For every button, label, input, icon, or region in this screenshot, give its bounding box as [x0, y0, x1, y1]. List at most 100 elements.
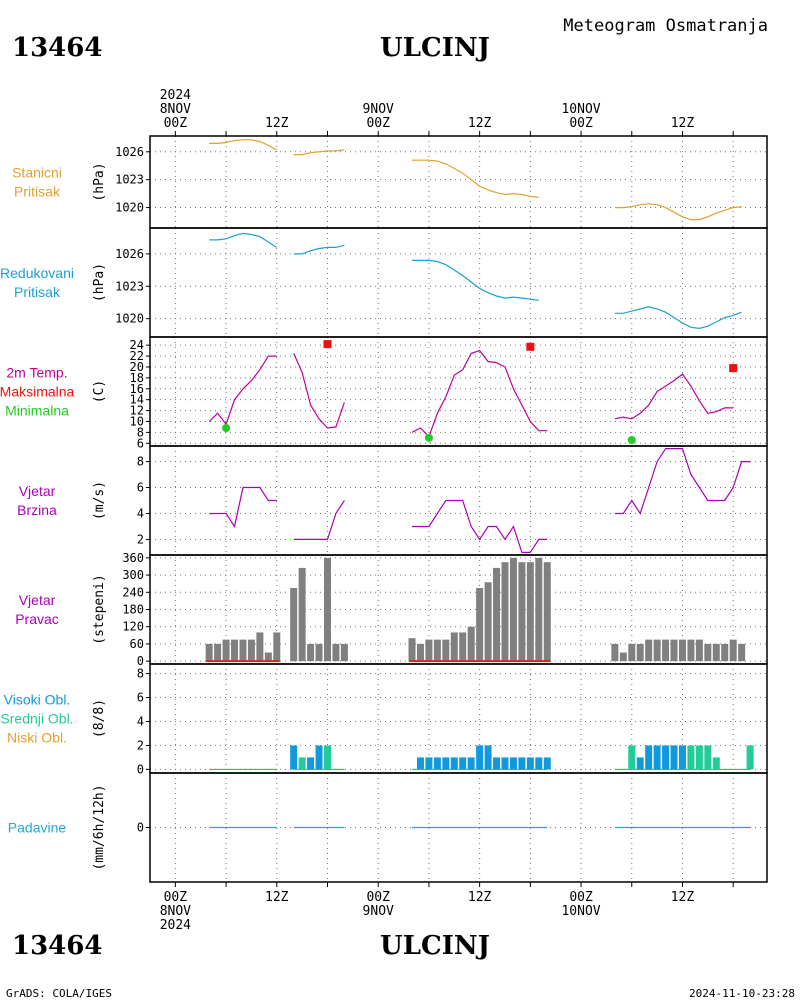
- tmin-marker: [222, 424, 231, 433]
- y-tick-label: 0: [137, 821, 144, 835]
- high-cloud-bar: [670, 745, 678, 770]
- panel-label: Visoki Obl.: [4, 692, 71, 708]
- y-tick-label: 0: [137, 762, 144, 776]
- wind-direction-bar: [678, 639, 686, 662]
- station-name-top: ULCINJ: [380, 33, 490, 63]
- tmin-marker: [424, 433, 433, 442]
- x-tick-label: 10NOV: [561, 102, 600, 117]
- wind-direction-bar: [307, 643, 315, 662]
- temperature-series-line: [614, 373, 734, 420]
- x-tick-label: 12Z: [468, 116, 492, 131]
- high-cloud-bar: [416, 757, 424, 770]
- high-cloud-bar: [442, 757, 450, 770]
- mid-cloud-bar: [628, 745, 636, 770]
- y-tick-label: 6: [137, 436, 144, 450]
- x-tick-label: 9NOV: [363, 904, 394, 919]
- high-cloud-bar: [450, 757, 458, 770]
- wind-direction-bar: [729, 639, 737, 662]
- wind-direction-bar: [298, 567, 306, 662]
- panel-label: Pritisak: [14, 184, 61, 200]
- wind-direction-bar: [628, 643, 636, 662]
- y-tick-label: 8: [137, 667, 144, 681]
- wind-direction-bar: [543, 562, 551, 662]
- high-cloud-bar: [678, 745, 686, 770]
- reduced_pressure-series-line: [293, 244, 345, 255]
- panel-label: Brzina: [17, 502, 57, 518]
- y-tick-label: 1026: [115, 247, 144, 261]
- y-tick-label: 360: [122, 551, 144, 565]
- wind-direction-bar: [501, 562, 509, 662]
- y-axis-label: (stepeni): [92, 574, 107, 644]
- y-tick-label: 20: [130, 360, 144, 374]
- wind-direction-bar: [256, 632, 264, 662]
- high-cloud-bar: [459, 757, 467, 770]
- y-tick-label: 0: [137, 654, 144, 668]
- x-tick-label: 8NOV: [160, 102, 191, 117]
- x-tick-label: 2024: [160, 88, 191, 103]
- wind-direction-bar: [247, 639, 255, 662]
- panel-frame: [149, 336, 768, 447]
- panel-label: Vjetar: [19, 592, 56, 608]
- y-tick-label: 2: [137, 738, 144, 752]
- y-tick-label: 16: [130, 382, 144, 396]
- panel-frame: [149, 772, 768, 883]
- wind-direction-bar: [459, 632, 467, 662]
- y-tick-label: 24: [130, 338, 144, 352]
- y-tick-label: 1023: [115, 173, 144, 187]
- wind-direction-bar: [442, 639, 450, 662]
- panel-label: Niski Obl.: [7, 730, 67, 746]
- high-cloud-bar: [636, 757, 644, 770]
- panel-label: Vjetar: [19, 483, 56, 499]
- y-tick-label: 1026: [115, 145, 144, 159]
- reduced_pressure-series-line: [209, 232, 278, 248]
- y-tick-label: 22: [130, 349, 144, 363]
- wind-direction-bar: [712, 643, 720, 662]
- y-tick-label: 240: [122, 585, 144, 599]
- temperature-series-line: [411, 349, 548, 438]
- panel-label: Redukovani: [0, 265, 74, 281]
- wind-direction-bar: [214, 643, 222, 662]
- panel-label: Pritisak: [14, 284, 61, 300]
- y-tick-label: 1020: [115, 312, 144, 326]
- panel-label: Maksimalna: [0, 384, 75, 400]
- y-tick-label: 60: [130, 637, 144, 651]
- mid-cloud-bar: [704, 745, 712, 770]
- wind-direction-bar: [645, 639, 653, 662]
- high-cloud-bar: [315, 745, 323, 770]
- high-cloud-bar: [467, 757, 475, 770]
- x-tick-label: 9NOV: [363, 102, 394, 117]
- y-tick-label: 8: [137, 425, 144, 439]
- wind-direction-bar: [433, 639, 441, 662]
- wind-direction-bar: [323, 557, 331, 662]
- wind-direction-bar: [340, 643, 348, 662]
- y-tick-label: 12: [130, 404, 144, 418]
- x-tick-label: 00Z: [569, 116, 593, 131]
- wind-direction-bar: [205, 643, 213, 662]
- wind-direction-bar: [738, 643, 746, 662]
- y-tick-label: 8: [137, 455, 144, 469]
- station-name-bottom: ULCINJ: [380, 931, 490, 961]
- wind-direction-bar: [476, 587, 484, 662]
- wind-direction-bar: [450, 632, 458, 662]
- x-tick-label: 8NOV: [160, 904, 191, 919]
- y-tick-label: 1023: [115, 279, 144, 293]
- high-cloud-bar: [476, 745, 484, 770]
- reduced_pressure-series-line: [412, 259, 539, 301]
- wind-direction-bar: [273, 632, 281, 662]
- high-cloud-bar: [662, 745, 670, 770]
- x-tick-label: 2024: [160, 918, 191, 933]
- temperature-series-line: [208, 355, 277, 426]
- mid-cloud-bar: [298, 757, 306, 770]
- x-tick-label: 00Z: [164, 116, 188, 131]
- wind-direction-bar: [231, 639, 239, 662]
- station_pressure-series-line: [412, 159, 539, 198]
- high-cloud-bar: [425, 757, 433, 770]
- high-cloud-bar: [645, 745, 653, 770]
- y-tick-label: 180: [122, 603, 144, 617]
- tmin-marker: [627, 436, 636, 445]
- panel-label: Srednji Obl.: [0, 711, 73, 727]
- wind-direction-bar: [619, 652, 627, 662]
- wind-direction-bar: [653, 639, 661, 662]
- y-tick-label: 18: [130, 371, 144, 385]
